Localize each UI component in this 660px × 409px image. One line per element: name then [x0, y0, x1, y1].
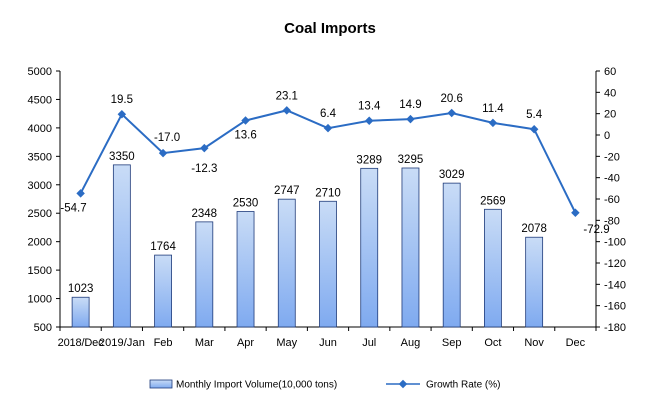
bar: [442, 182, 461, 328]
growth-rate-point: [406, 114, 415, 124]
growth-rate-point: [488, 118, 498, 128]
right-axis-tick-label: -20: [604, 151, 620, 163]
x-axis-tick-label: Feb: [154, 337, 173, 349]
bar-value-label: 2569: [480, 195, 506, 207]
left-axis-tick-label: 4000: [28, 123, 52, 135]
right-axis-tick-label: -100: [604, 237, 626, 249]
growth-rate-point: [282, 106, 292, 115]
left-axis-tick-label: 3500: [28, 151, 52, 163]
x-axis-tick-label: 2019/Jan: [99, 337, 145, 349]
bar: [484, 208, 502, 328]
left-axis-tick-label: 1000: [28, 294, 52, 306]
right-axis-tick-label: -160: [604, 301, 626, 313]
legend: Monthly Import Volume(10,000 tons) Growt…: [149, 379, 500, 391]
axes: 500 1000 1500 2000 2500 3000 3500 4000 4500 5000 -…: [28, 66, 627, 349]
bar: [112, 164, 131, 328]
growth-rate-point: [76, 189, 85, 198]
bar-value-label: 1023: [68, 283, 94, 295]
bar: [195, 221, 214, 328]
growth-value-label: 13.6: [234, 129, 256, 141]
bar: [71, 296, 90, 328]
x-axis-tick-label: Nov: [524, 337, 544, 349]
legend-line-label: Growth Rate (%): [426, 380, 500, 391]
growth-rate-point: [447, 108, 456, 118]
x-axis-tick-label: Sep: [442, 337, 462, 349]
bar-value-label: 3350: [109, 151, 135, 163]
growth-value-label: 14.9: [399, 99, 421, 111]
growth-value-label: 20.6: [440, 93, 462, 105]
growth-value-label: -12.3: [191, 163, 217, 175]
right-axis-tick-label: 0: [604, 130, 610, 142]
bar-value-label: 2530: [233, 198, 259, 210]
x-axis-tick-label: Aug: [401, 337, 421, 349]
bar-value-label: 2747: [274, 185, 300, 197]
right-axis-tick-label: -180: [604, 322, 626, 334]
growth-value-label: 23.1: [276, 90, 298, 102]
bar-value-label: 3289: [356, 154, 382, 166]
growth-value-label: 19.5: [111, 94, 133, 106]
x-axis-tick-label: Jul: [362, 337, 376, 349]
right-axis-tick-label: -60: [604, 194, 620, 206]
bar-value-label: 2078: [521, 223, 547, 235]
x-axis-tick-label: May: [276, 337, 297, 349]
bar: [319, 200, 337, 328]
left-axis-tick-label: 2500: [28, 208, 52, 220]
growth-rate-point: [364, 116, 374, 125]
data-labels: 1023 3350 1764 2348 2530 2747 2710 3289 3295 3029…: [60, 90, 609, 295]
x-axis-tick-label: Dec: [566, 337, 586, 349]
growth-value-label: -17.0: [154, 132, 180, 144]
growth-rate-point: [571, 208, 580, 218]
bar: [236, 211, 255, 328]
left-axis-tick-label: 4500: [28, 94, 52, 106]
growth-rate-point: [200, 143, 209, 153]
bar-value-label: 2348: [192, 208, 218, 220]
growth-rate-point: [529, 124, 539, 134]
right-axis-tick-label: -140: [604, 279, 626, 291]
left-axis-tick-label: 2000: [28, 237, 52, 249]
bar-value-label: 3295: [398, 154, 424, 166]
chart-title: Coal Imports: [284, 20, 376, 37]
growth-rate-point: [158, 148, 168, 158]
x-axis-tick-label: Oct: [484, 337, 501, 349]
bar-value-label: 1764: [150, 241, 176, 253]
bar-value-label: 3029: [439, 169, 465, 181]
growth-value-label: 11.4: [482, 103, 504, 115]
growth-value-label: 5.4: [526, 109, 543, 121]
left-axis-tick-label: 500: [34, 322, 52, 334]
legend-bar-label: Monthly Import Volume(10,000 tons): [176, 380, 337, 391]
growth-rate-point: [241, 116, 250, 125]
right-axis-tick-label: 60: [604, 66, 616, 78]
x-axis-tick-label: Jun: [319, 337, 337, 349]
x-axis-tick-label: Mar: [195, 337, 214, 349]
growth-value-label: -54.7: [60, 202, 86, 214]
x-axis-tick-label: Apr: [237, 337, 254, 349]
bar-value-label: 2710: [315, 187, 341, 199]
bar: [401, 167, 420, 328]
bar: [277, 198, 296, 328]
growth-value-label: 13.4: [358, 101, 381, 113]
bar: [360, 167, 379, 328]
bars: [71, 164, 544, 328]
left-axis-tick-label: 5000: [28, 66, 52, 78]
legend-line-marker: [398, 379, 408, 389]
left-axis-tick-label: 3000: [28, 180, 52, 192]
growth-rate-point: [323, 123, 333, 133]
growth-value-label: 6.4: [320, 108, 337, 120]
bar: [154, 254, 172, 328]
right-axis-tick-label: -40: [604, 173, 620, 185]
x-axis-tick-label: 2018/Dec: [58, 337, 105, 349]
right-axis-tick-label: 20: [604, 109, 616, 121]
legend-bar-swatch: [149, 379, 173, 389]
bar: [525, 236, 544, 328]
right-axis-tick-label: -80: [604, 215, 620, 227]
growth-rate-point: [117, 109, 127, 119]
growth-value-label: -72.9: [583, 224, 609, 236]
right-axis-tick-label: -120: [604, 258, 626, 270]
left-axis-tick-label: 1500: [28, 265, 52, 277]
right-axis-tick-label: 40: [604, 87, 616, 99]
